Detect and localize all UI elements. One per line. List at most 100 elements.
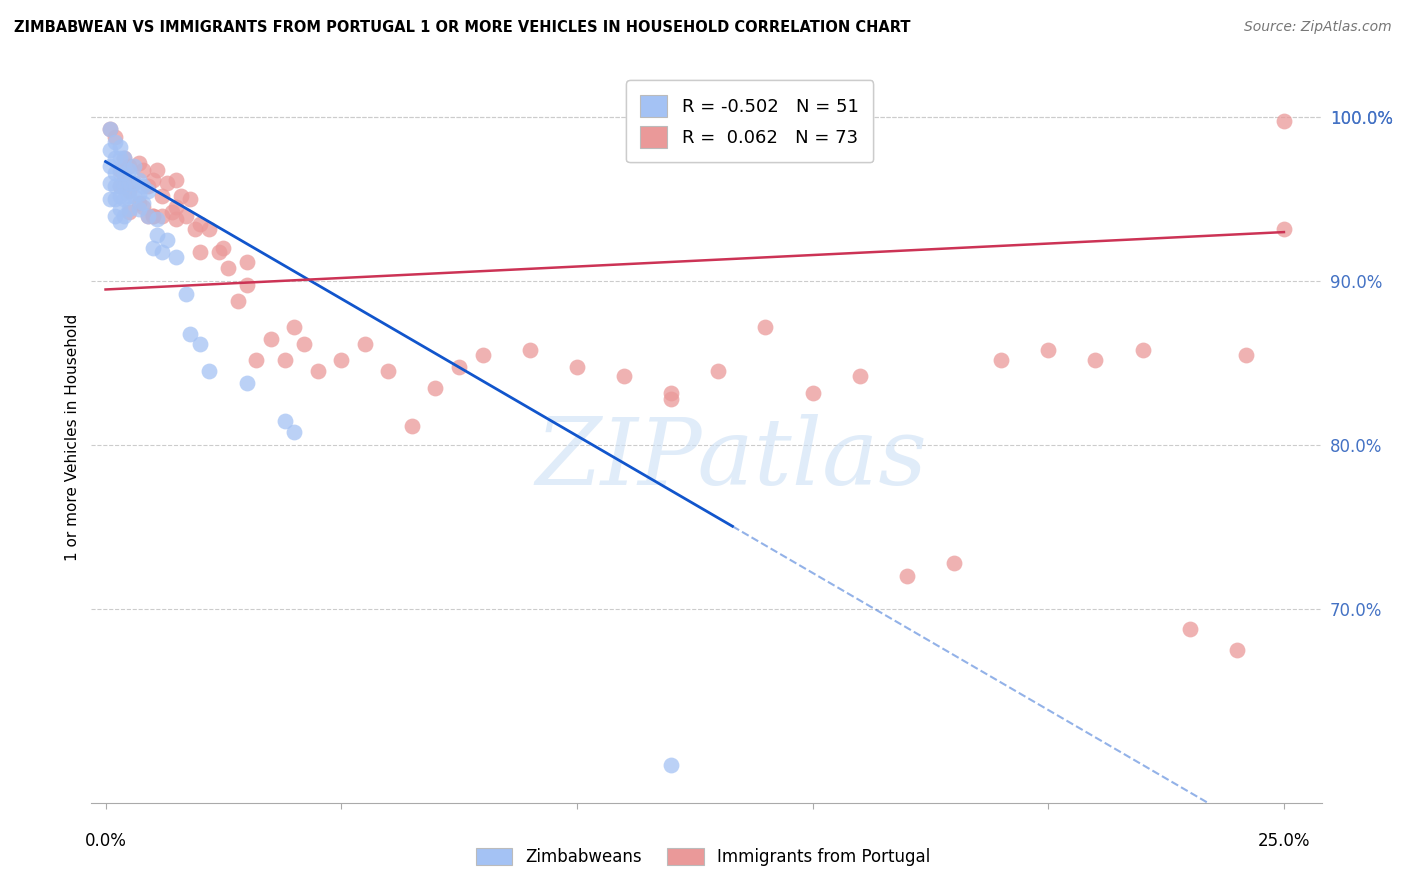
Point — [118, 184, 141, 198]
Point — [226, 293, 249, 308]
Point — [112, 151, 135, 165]
Point — [142, 172, 165, 186]
Point — [170, 189, 193, 203]
Point — [425, 381, 447, 395]
Text: ZIMBABWEAN VS IMMIGRANTS FROM PORTUGAL 1 OR MORE VEHICLES IN HOUSEHOLD CORRELATI: ZIMBABWEAN VS IMMIGRANTS FROM PORTUGAL 1… — [14, 20, 911, 35]
Point — [132, 179, 155, 194]
Point — [132, 195, 155, 210]
Point — [198, 222, 221, 236]
Point — [283, 425, 305, 439]
Point — [150, 209, 173, 223]
Point — [1226, 643, 1249, 657]
Point — [156, 233, 179, 247]
Point — [659, 385, 682, 400]
Point — [128, 156, 150, 170]
Point — [118, 162, 141, 177]
Point — [118, 189, 141, 203]
Point — [122, 189, 145, 203]
Point — [801, 385, 824, 400]
Point — [471, 348, 494, 362]
Point — [104, 135, 127, 149]
Point — [165, 172, 187, 186]
Point — [98, 176, 121, 190]
Point — [108, 179, 131, 194]
Point — [108, 179, 131, 194]
Point — [179, 326, 201, 341]
Point — [188, 244, 211, 259]
Point — [104, 151, 127, 165]
Point — [146, 211, 169, 226]
Point — [146, 228, 169, 243]
Point — [198, 364, 221, 378]
Point — [307, 364, 329, 378]
Point — [208, 244, 231, 259]
Point — [122, 160, 145, 174]
Point — [128, 187, 150, 202]
Point — [132, 201, 155, 215]
Point — [707, 364, 730, 378]
Point — [150, 189, 173, 203]
Text: 25.0%: 25.0% — [1258, 832, 1310, 850]
Point — [659, 392, 682, 407]
Point — [613, 369, 636, 384]
Point — [377, 364, 399, 378]
Point — [236, 254, 259, 268]
Point — [565, 359, 588, 374]
Legend: Zimbabweans, Immigrants from Portugal: Zimbabweans, Immigrants from Portugal — [468, 841, 938, 873]
Point — [330, 353, 353, 368]
Point — [128, 202, 150, 216]
Point — [98, 121, 121, 136]
Point — [112, 179, 135, 194]
Point — [943, 557, 966, 571]
Point — [132, 162, 155, 177]
Point — [108, 151, 131, 165]
Point — [118, 160, 141, 174]
Point — [108, 202, 131, 216]
Point — [217, 261, 239, 276]
Point — [122, 176, 145, 190]
Point — [136, 179, 159, 194]
Point — [245, 353, 267, 368]
Point — [104, 192, 127, 206]
Point — [447, 359, 470, 374]
Point — [112, 192, 135, 206]
Point — [659, 758, 682, 772]
Point — [142, 242, 165, 256]
Point — [104, 209, 127, 223]
Point — [118, 205, 141, 219]
Point — [401, 418, 423, 433]
Point — [1132, 343, 1154, 358]
Point — [128, 172, 150, 186]
Point — [990, 353, 1012, 368]
Point — [136, 184, 159, 198]
Point — [112, 166, 135, 180]
Point — [104, 166, 127, 180]
Point — [118, 176, 141, 190]
Point — [122, 176, 145, 190]
Point — [1272, 222, 1295, 236]
Point — [165, 250, 187, 264]
Point — [136, 209, 159, 223]
Y-axis label: 1 or more Vehicles in Household: 1 or more Vehicles in Household — [65, 313, 80, 561]
Point — [174, 209, 197, 223]
Point — [108, 166, 131, 180]
Point — [236, 376, 259, 390]
Point — [1178, 622, 1201, 636]
Point — [283, 320, 305, 334]
Point — [108, 215, 131, 229]
Point — [519, 343, 541, 358]
Point — [1084, 353, 1107, 368]
Point — [174, 287, 197, 301]
Point — [104, 130, 127, 145]
Point — [1272, 113, 1295, 128]
Point — [142, 209, 165, 223]
Point — [150, 244, 173, 259]
Text: ZIPatlas: ZIPatlas — [536, 414, 927, 504]
Point — [118, 202, 141, 216]
Point — [108, 162, 131, 177]
Point — [142, 209, 165, 223]
Point — [188, 217, 211, 231]
Point — [184, 222, 207, 236]
Point — [179, 192, 201, 206]
Point — [353, 336, 375, 351]
